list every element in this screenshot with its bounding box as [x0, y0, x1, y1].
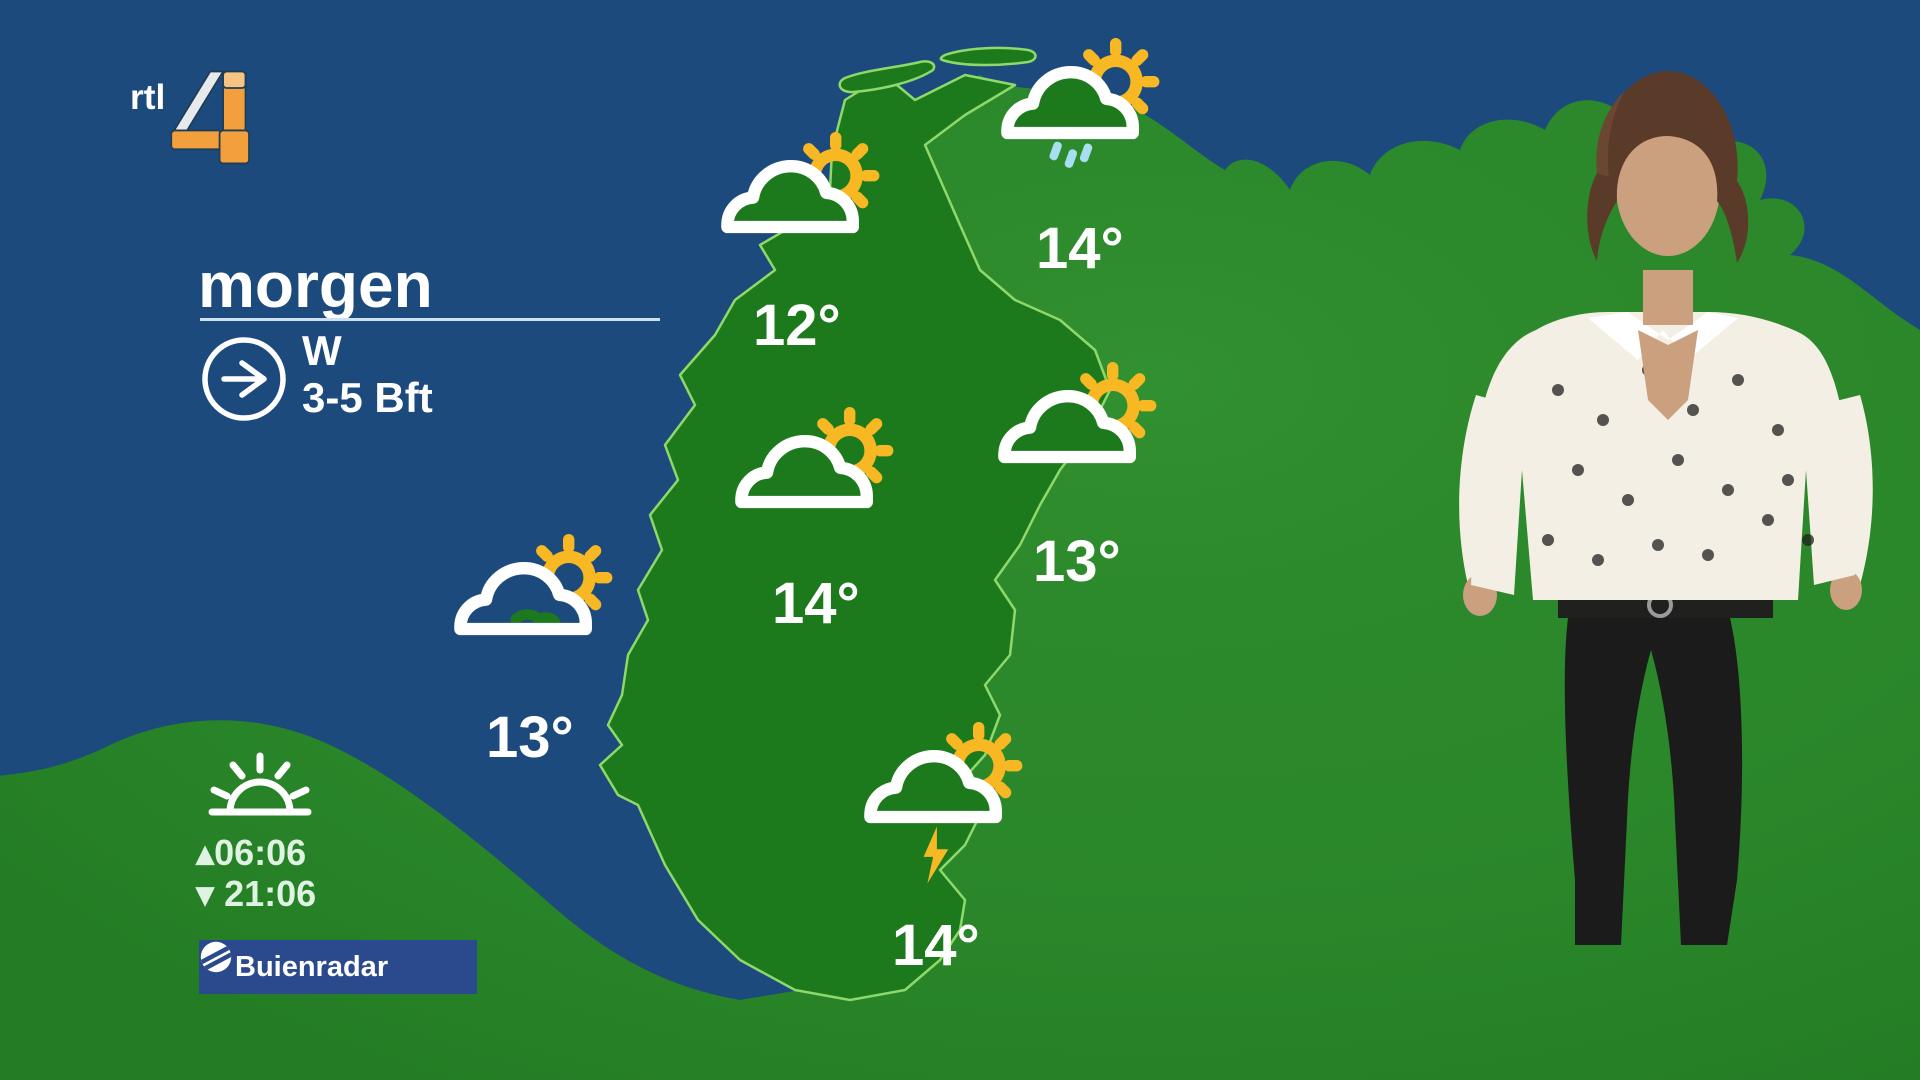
svg-text:rtl: rtl — [130, 78, 165, 117]
svg-text:13°: 13° — [486, 705, 574, 770]
svg-text:14°: 14° — [1036, 216, 1124, 281]
svg-text:14°: 14° — [892, 913, 980, 978]
svg-text:12°: 12° — [753, 293, 841, 358]
svg-text:14°: 14° — [772, 571, 860, 636]
svg-text:13°: 13° — [1033, 529, 1121, 594]
